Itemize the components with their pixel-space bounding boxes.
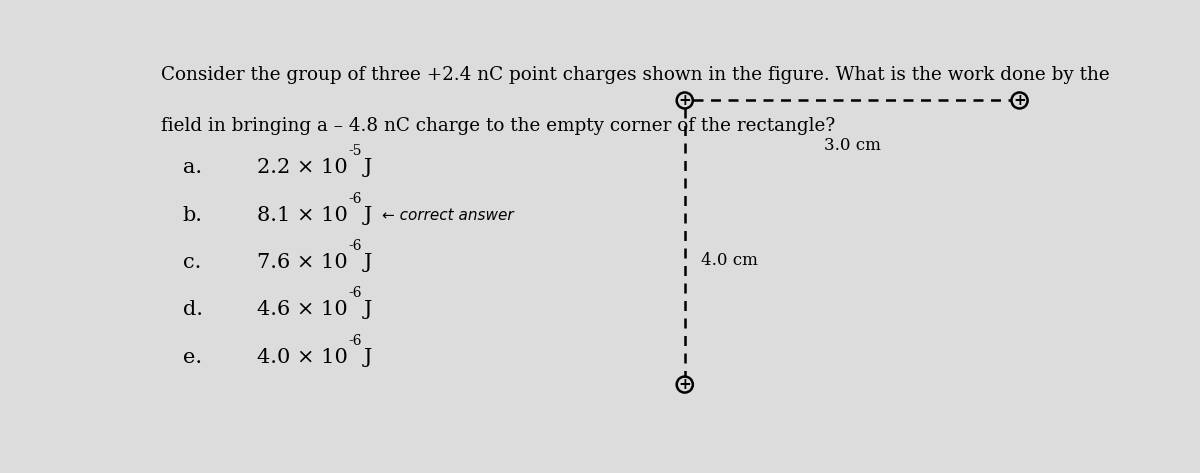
Text: +: + [678, 93, 691, 108]
Text: -5: -5 [348, 144, 361, 158]
Text: 3.0 cm: 3.0 cm [823, 137, 881, 154]
Text: field in bringing a – 4.8 nC charge to the empty corner of the rectangle?: field in bringing a – 4.8 nC charge to t… [161, 117, 835, 135]
Text: a.: a. [182, 158, 202, 177]
Text: Consider the group of three +2.4 nC point charges shown in the figure. What is t: Consider the group of three +2.4 nC poin… [161, 66, 1110, 84]
Text: b.: b. [182, 206, 203, 225]
Text: -6: -6 [348, 287, 361, 300]
Text: +: + [1013, 93, 1026, 108]
Text: -6: -6 [348, 334, 361, 348]
Text: 4.0 cm: 4.0 cm [702, 252, 758, 269]
Text: J: J [364, 158, 372, 177]
Text: 8.1 × 10: 8.1 × 10 [257, 206, 348, 225]
Text: -6: -6 [348, 192, 361, 206]
Text: J: J [364, 300, 372, 319]
Text: -6: -6 [348, 239, 361, 253]
Text: c.: c. [182, 253, 200, 272]
Text: 4.0 × 10: 4.0 × 10 [257, 348, 348, 367]
Text: e.: e. [182, 348, 202, 367]
Text: J: J [364, 206, 372, 225]
Text: 7.6 × 10: 7.6 × 10 [257, 253, 348, 272]
Text: J: J [364, 253, 372, 272]
Text: J: J [364, 348, 372, 367]
Text: 2.2 × 10: 2.2 × 10 [257, 158, 348, 177]
Text: d.: d. [182, 300, 203, 319]
Text: 4.6 × 10: 4.6 × 10 [257, 300, 348, 319]
Text: +: + [678, 377, 691, 392]
Text: ← correct answer: ← correct answer [383, 208, 514, 223]
